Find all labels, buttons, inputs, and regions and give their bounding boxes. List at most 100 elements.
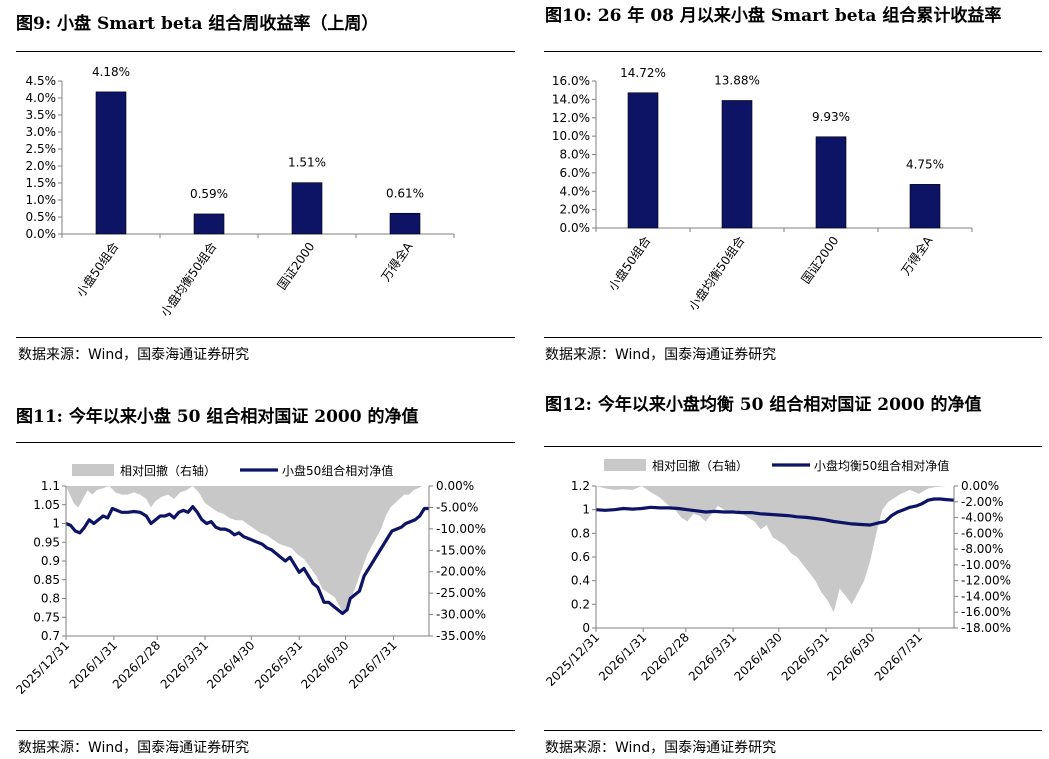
- chart-title-fig12: 图12: 今年以来小盘均衡 50 组合相对国证 2000 的净值: [545, 395, 982, 415]
- y-right-tick-label: 0.00%: [961, 479, 999, 493]
- x-tick-label: 2026/4/30: [732, 630, 785, 683]
- x-tick-label: 2025/12/31: [543, 630, 602, 689]
- data-label: 14.72%: [620, 66, 666, 80]
- bar: [193, 213, 225, 235]
- y-left-tick-label: 0.95: [33, 535, 60, 549]
- y-tick-label: 3.5%: [26, 108, 57, 122]
- legend-area-swatch: [72, 464, 114, 476]
- x-tick-label: 2026/7/31: [872, 630, 925, 683]
- y-right-tick-label: -12.00%: [961, 574, 1011, 588]
- bar: [95, 91, 127, 235]
- y-left-tick-label: 0.9: [41, 554, 60, 568]
- x-tick-label: 万得全A: [378, 238, 416, 283]
- chart-title-fig9: 图9: 小盘 Smart beta 组合周收益率（上周）: [16, 14, 379, 34]
- x-tick-label: 2026/3/31: [686, 630, 739, 683]
- y-right-tick-label: -8.00%: [961, 542, 1003, 556]
- y-tick-label: 4.5%: [26, 74, 57, 88]
- title-rule: [544, 446, 1042, 447]
- y-tick-label: 0.0%: [26, 227, 57, 241]
- bar: [815, 136, 847, 229]
- x-tick-label: 万得全A: [898, 232, 936, 277]
- data-label: 4.75%: [906, 157, 944, 171]
- bar: [291, 182, 323, 235]
- title-rule: [16, 442, 515, 443]
- x-tick-label: 国证2000: [275, 240, 318, 293]
- y-left-tick-label: 0.6: [571, 550, 590, 564]
- y-tick-label: 10.0%: [552, 129, 590, 143]
- y-left-tick-label: 0.8: [571, 526, 590, 540]
- line-chart-balanced50-relative-nav: 0 0.2 0.4 0.6 0.8 1 1.2 0.00% -2.00% -4.00%-6.00%…: [543, 458, 1011, 689]
- y-left-tick-label: 0: [582, 621, 590, 635]
- x-tick-label: 2026/3/31: [158, 638, 211, 691]
- y-tick-label: 0.0%: [560, 221, 591, 235]
- data-label: 0.59%: [190, 187, 228, 201]
- y-left-tick-label: 0.75: [33, 610, 60, 624]
- y-tick-label: 2.0%: [26, 159, 57, 173]
- y-tick-label: 14.0%: [552, 92, 590, 106]
- source-rule: [544, 730, 1042, 731]
- y-left-tick-label: 0.4: [571, 574, 590, 588]
- title-rule: [544, 51, 1042, 52]
- y-left-tick-label: 1.2: [571, 479, 590, 493]
- x-tick-label: 国证2000: [799, 234, 842, 287]
- source-rule: [16, 730, 515, 731]
- y-right-tick-label: -4.00%: [961, 511, 1003, 525]
- drawdown-area: [66, 486, 429, 615]
- x-tick-label: 2026/5/31: [252, 638, 305, 691]
- chart-title-fig10: 图10: 26 年 08 月以来小盘 Smart beta 组合累计收益率: [545, 6, 1002, 26]
- y-left-tick-label: 1.1: [41, 479, 60, 493]
- x-tick-label: 2026/7/31: [346, 638, 399, 691]
- y-right-tick-label: -18.00%: [961, 621, 1011, 635]
- y-right-tick-label: -10.00%: [436, 522, 486, 536]
- bar-chart-weekly-return: 0.0% 0.5% 1.0% 1.5% 2.0% 2.5% 3.0% 3.5% 4.0% 4.5%…: [26, 65, 455, 319]
- chart-title-fig11: 图11: 今年以来小盘 50 组合相对国证 2000 的净值: [16, 407, 419, 427]
- bar-chart-cumulative-return: 0.0% 2.0% 4.0% 6.0% 8.0% 10.0% 12.0% 14.0% 16.0%…: [552, 66, 973, 313]
- y-left-tick-label: 1: [582, 503, 590, 517]
- y-tick-label: 2.0%: [560, 203, 591, 217]
- y-tick-label: 4.0%: [560, 184, 591, 198]
- data-label: 13.88%: [714, 73, 760, 87]
- source-rule: [544, 337, 1042, 338]
- y-left-tick-label: 0.8: [41, 592, 60, 606]
- legend-label-nav: 小盘50组合相对净值: [282, 463, 393, 478]
- x-tick-label: 2025/12/31: [13, 638, 72, 697]
- y-left-tick-label: 0.85: [33, 573, 60, 587]
- y-tick-label: 1.0%: [26, 193, 57, 207]
- y-left-tick-label: 1: [52, 517, 60, 531]
- y-tick-label: 0.5%: [26, 210, 57, 224]
- x-tick-label: 2026/4/30: [204, 638, 257, 691]
- y-left-tick-label: 0.2: [571, 597, 590, 611]
- y-right-tick-label: -15.00%: [436, 543, 486, 557]
- source-note: 数据来源：Wind，国泰海通证券研究: [18, 740, 250, 756]
- nav-line: [65, 504, 429, 616]
- line-chart-small50-relative-nav: 0.7 0.75 0.8 0.85 0.9 0.95 1 1.05 1.1 0.00% -5.00%…: [13, 463, 486, 697]
- bar: [909, 184, 941, 229]
- y-tick-label: 16.0%: [552, 74, 590, 88]
- source-note: 数据来源：Wind，国泰海通证券研究: [545, 740, 777, 756]
- source-rule: [16, 337, 515, 338]
- x-tick-label: 2026/6/30: [824, 630, 877, 683]
- y-right-tick-label: -35.00%: [436, 629, 486, 643]
- data-label: 0.61%: [386, 186, 424, 200]
- y-right-tick-label: -2.00%: [961, 495, 1003, 509]
- title-rule: [16, 51, 515, 52]
- y-tick-label: 2.5%: [26, 142, 57, 156]
- bar: [627, 92, 659, 229]
- y-right-tick-label: 0.00%: [436, 479, 474, 493]
- legend-area-swatch: [604, 459, 646, 471]
- y-right-tick-label: -25.00%: [436, 586, 486, 600]
- y-left-tick-label: 1.05: [33, 498, 60, 512]
- x-tick-label: 2026/6/30: [298, 638, 351, 691]
- data-label: 9.93%: [812, 110, 850, 124]
- x-tick-label: 2026/5/31: [779, 630, 832, 683]
- y-left-tick-label: 0.7: [41, 629, 60, 643]
- x-tick-label: 小盘均衡50组合: [685, 233, 747, 313]
- legend-label-drawdown: 相对回撤（右轴）: [652, 458, 748, 473]
- y-right-tick-label: -10.00%: [961, 558, 1011, 572]
- source-note: 数据来源：Wind，国泰海通证券研究: [18, 347, 250, 363]
- y-right-tick-label: -20.00%: [436, 565, 486, 579]
- x-tick-label: 小盘均衡50组合: [157, 239, 219, 319]
- bar: [389, 212, 421, 235]
- nav-line: [595, 497, 955, 527]
- legend-label-drawdown: 相对回撤（右轴）: [120, 463, 216, 478]
